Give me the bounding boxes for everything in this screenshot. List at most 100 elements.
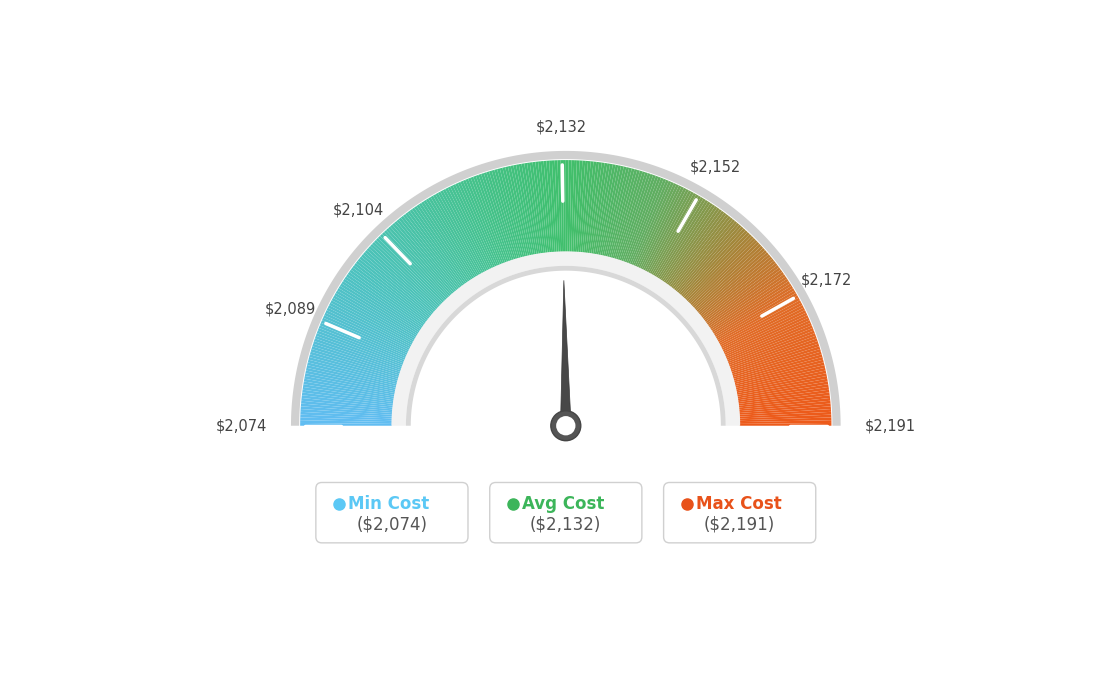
Wedge shape <box>300 415 392 420</box>
Wedge shape <box>552 160 559 252</box>
Wedge shape <box>308 359 397 384</box>
Wedge shape <box>697 250 767 312</box>
Wedge shape <box>735 368 826 390</box>
Wedge shape <box>337 288 417 337</box>
Wedge shape <box>563 160 565 252</box>
Text: $2,152: $2,152 <box>690 159 741 175</box>
Wedge shape <box>301 404 393 413</box>
Wedge shape <box>305 376 395 395</box>
Wedge shape <box>708 272 784 326</box>
Wedge shape <box>629 179 666 265</box>
Wedge shape <box>731 341 818 372</box>
Wedge shape <box>587 162 602 253</box>
Polygon shape <box>561 280 571 426</box>
Wedge shape <box>581 161 591 253</box>
Wedge shape <box>330 300 413 345</box>
Wedge shape <box>718 295 798 342</box>
Wedge shape <box>351 267 426 324</box>
Wedge shape <box>458 182 497 267</box>
Wedge shape <box>312 344 401 374</box>
Wedge shape <box>735 365 825 388</box>
Wedge shape <box>725 320 810 358</box>
Wedge shape <box>318 328 404 364</box>
Wedge shape <box>740 423 831 426</box>
Wedge shape <box>651 195 699 275</box>
Wedge shape <box>740 406 831 415</box>
Wedge shape <box>684 232 750 300</box>
Wedge shape <box>329 303 412 347</box>
Wedge shape <box>698 252 768 313</box>
Wedge shape <box>541 161 551 253</box>
Wedge shape <box>649 193 697 274</box>
Wedge shape <box>726 323 811 360</box>
Wedge shape <box>349 270 425 325</box>
Wedge shape <box>369 246 438 309</box>
Wedge shape <box>681 226 744 297</box>
Wedge shape <box>565 160 569 252</box>
Wedge shape <box>489 170 518 259</box>
Wedge shape <box>535 161 548 253</box>
Wedge shape <box>715 290 796 339</box>
Wedge shape <box>664 206 718 283</box>
Wedge shape <box>655 197 703 277</box>
Wedge shape <box>691 242 760 306</box>
Wedge shape <box>662 204 715 282</box>
Wedge shape <box>740 415 831 420</box>
Wedge shape <box>734 362 825 386</box>
Wedge shape <box>736 373 827 393</box>
Wedge shape <box>712 281 790 333</box>
Wedge shape <box>519 164 537 255</box>
Wedge shape <box>352 265 427 322</box>
Wedge shape <box>554 160 561 252</box>
Wedge shape <box>734 359 824 384</box>
Wedge shape <box>302 390 393 404</box>
Wedge shape <box>438 192 484 273</box>
Wedge shape <box>571 160 577 252</box>
Wedge shape <box>424 200 475 279</box>
Wedge shape <box>687 234 752 302</box>
Wedge shape <box>710 277 787 330</box>
Wedge shape <box>421 201 473 280</box>
Wedge shape <box>682 228 745 298</box>
Wedge shape <box>426 199 476 278</box>
Wedge shape <box>549 161 556 252</box>
Wedge shape <box>641 186 683 270</box>
Wedge shape <box>733 352 821 379</box>
Wedge shape <box>333 295 414 342</box>
Wedge shape <box>370 244 439 308</box>
Wedge shape <box>466 179 502 265</box>
Wedge shape <box>677 221 737 293</box>
Wedge shape <box>508 166 530 256</box>
Wedge shape <box>614 170 643 259</box>
Wedge shape <box>575 161 583 252</box>
Wedge shape <box>611 169 637 258</box>
Wedge shape <box>374 240 442 306</box>
Wedge shape <box>448 186 490 270</box>
Wedge shape <box>340 284 420 334</box>
Polygon shape <box>392 251 740 426</box>
Wedge shape <box>679 225 742 295</box>
Wedge shape <box>343 279 421 331</box>
Wedge shape <box>348 272 424 326</box>
Wedge shape <box>474 176 507 263</box>
Wedge shape <box>300 423 392 426</box>
Text: $2,074: $2,074 <box>215 418 267 433</box>
Wedge shape <box>724 315 808 355</box>
Wedge shape <box>527 163 542 254</box>
Wedge shape <box>558 160 562 252</box>
Wedge shape <box>723 313 807 353</box>
Wedge shape <box>403 214 460 288</box>
Wedge shape <box>468 178 503 264</box>
Wedge shape <box>487 171 516 260</box>
Wedge shape <box>740 412 831 418</box>
Wedge shape <box>319 326 405 362</box>
Wedge shape <box>737 382 828 399</box>
Wedge shape <box>390 225 453 295</box>
Wedge shape <box>300 412 392 418</box>
Wedge shape <box>367 248 436 310</box>
Wedge shape <box>644 188 687 270</box>
Text: Avg Cost: Avg Cost <box>522 495 605 513</box>
Wedge shape <box>573 160 580 252</box>
Wedge shape <box>676 219 735 292</box>
FancyBboxPatch shape <box>664 482 816 543</box>
